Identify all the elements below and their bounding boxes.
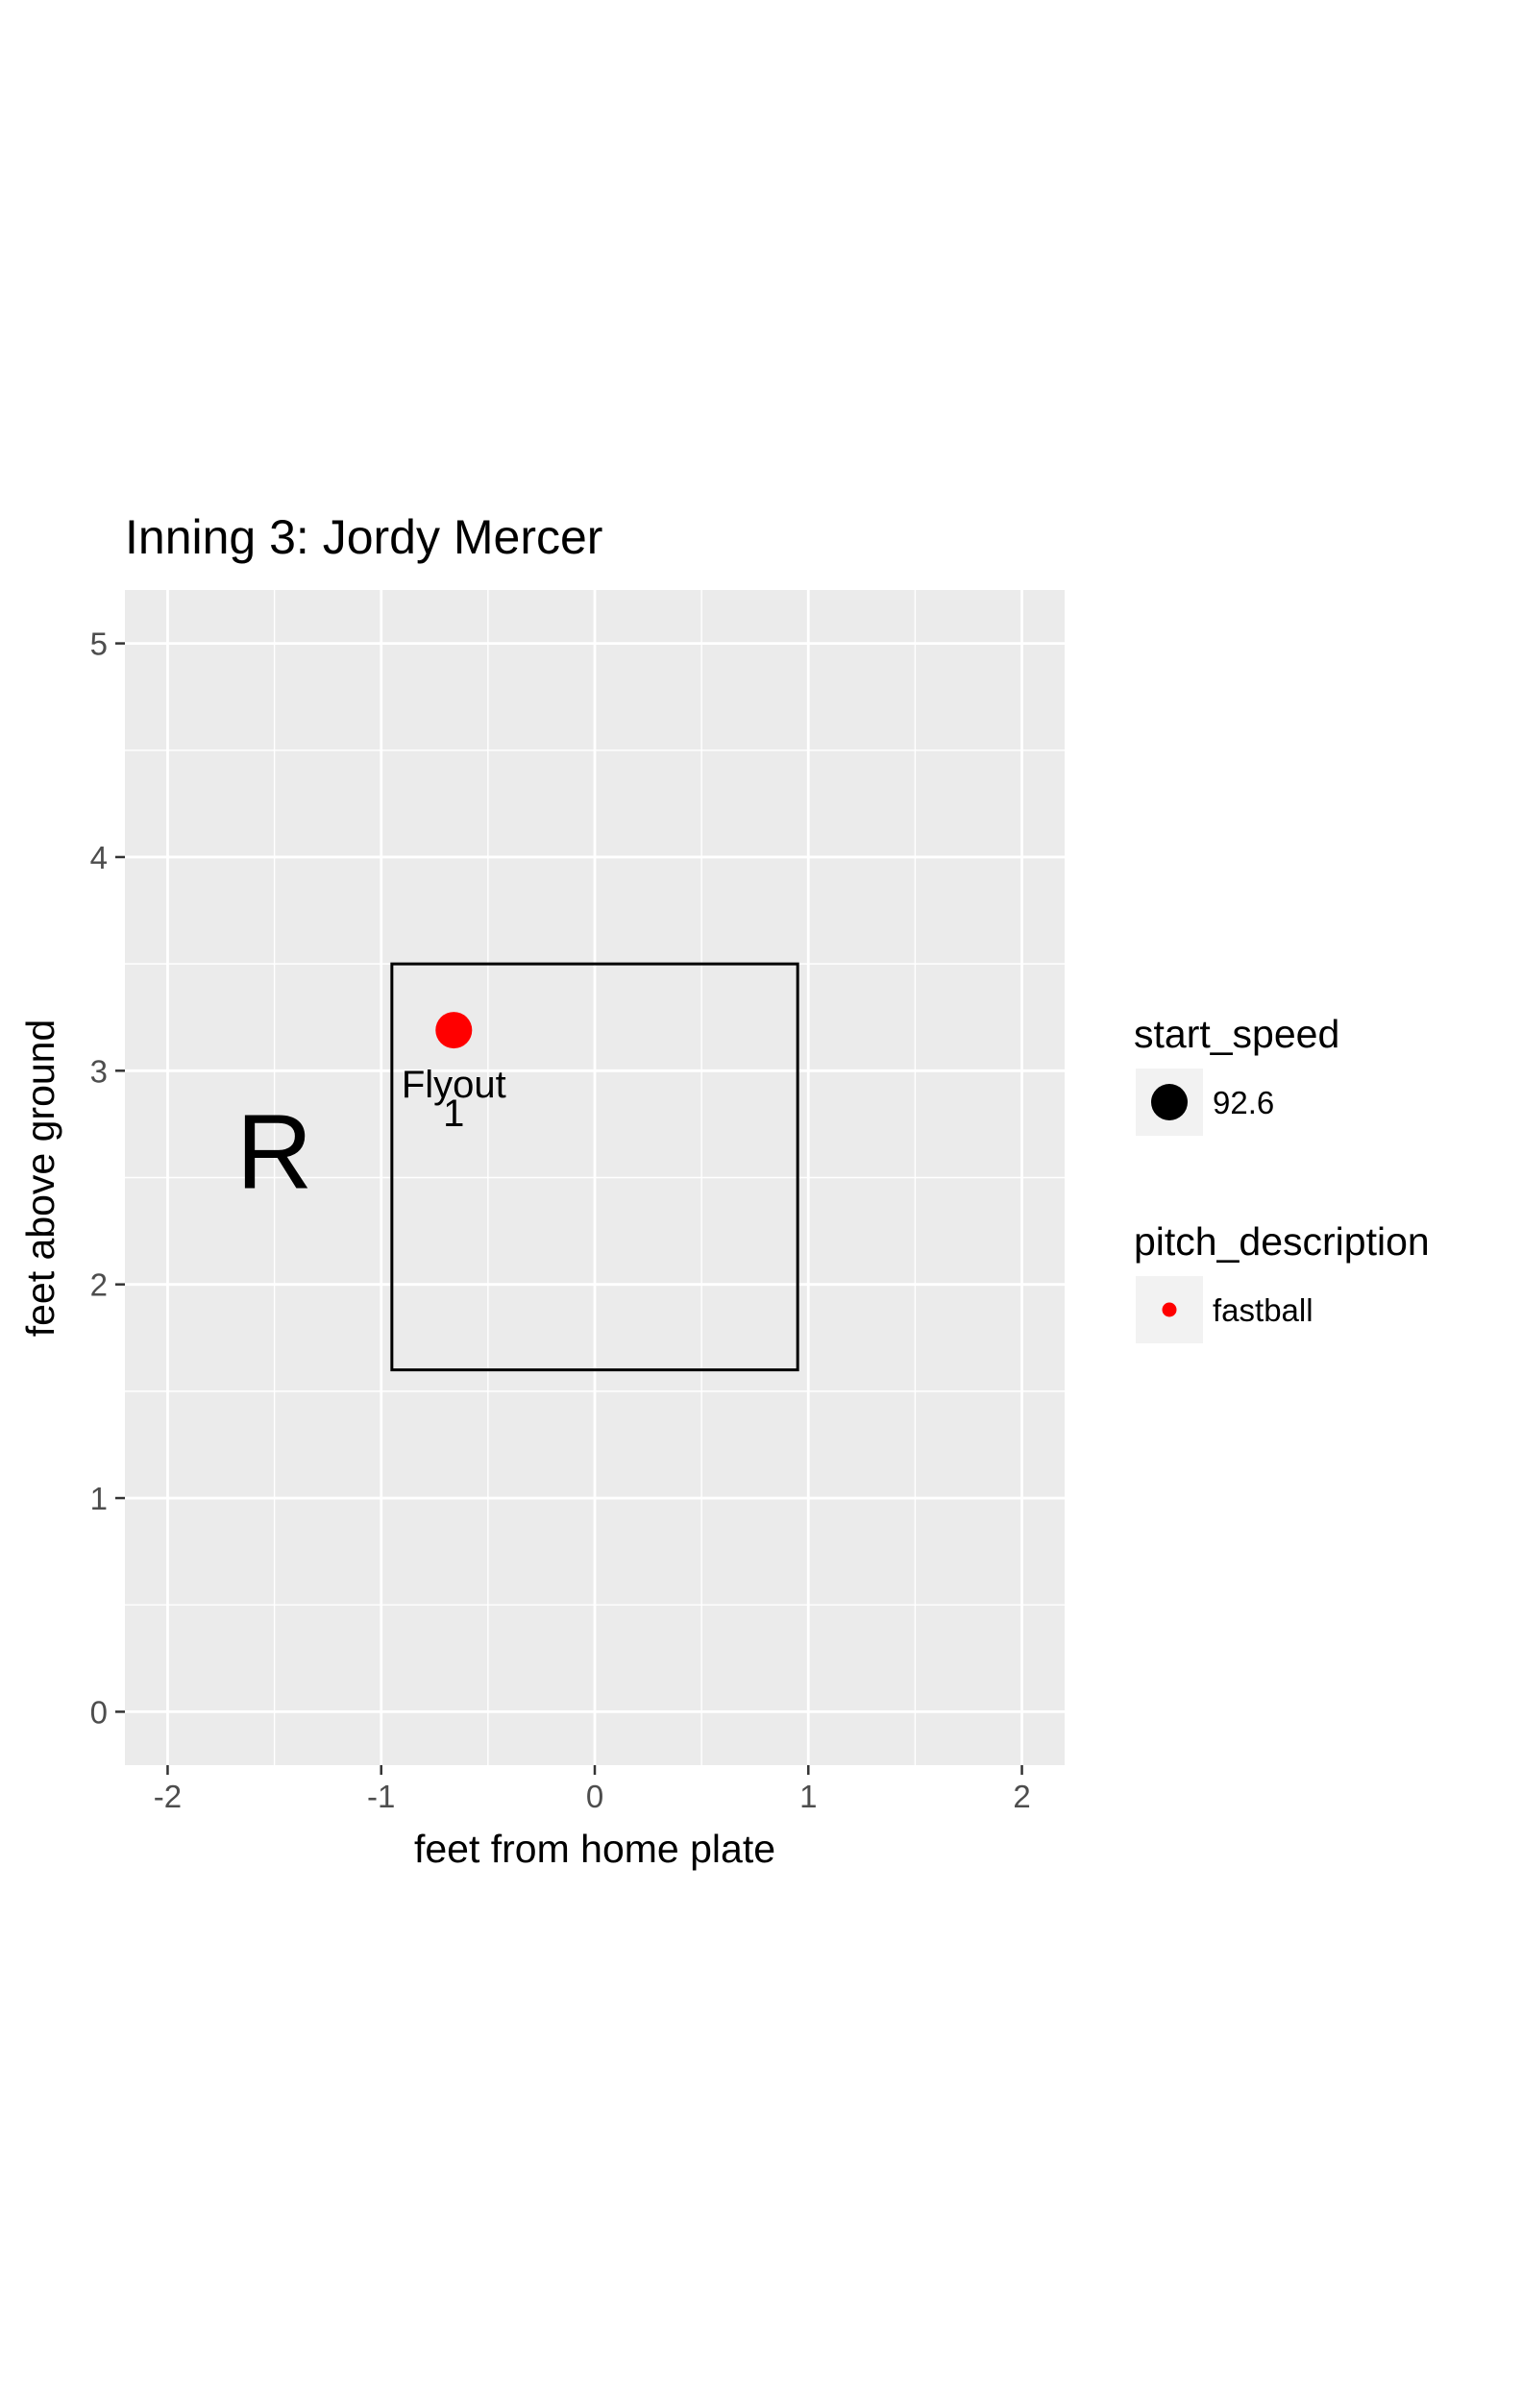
y-axis-title: feet above ground bbox=[18, 1020, 62, 1338]
y-tick-label: 3 bbox=[90, 1053, 108, 1089]
x-axis: -2 -1 0 1 2 bbox=[154, 1765, 1031, 1814]
chart-title: Inning 3: Jordy Mercer bbox=[125, 510, 602, 564]
y-tick-label: 4 bbox=[90, 840, 108, 875]
y-tick-label: 2 bbox=[90, 1267, 108, 1303]
x-axis-title: feet from home plate bbox=[414, 1827, 775, 1871]
legend-title: start_speed bbox=[1134, 1012, 1339, 1056]
y-tick-label: 1 bbox=[90, 1481, 108, 1516]
legend-key-marker bbox=[1162, 1302, 1177, 1317]
legend-item-label: 92.6 bbox=[1213, 1085, 1274, 1120]
pitch-count-label: 1 bbox=[443, 1093, 464, 1135]
x-tick-label: 2 bbox=[1013, 1779, 1030, 1814]
y-tick-label: 0 bbox=[90, 1694, 108, 1730]
legend-title: pitch_description bbox=[1134, 1219, 1430, 1264]
y-axis: 0 1 2 3 4 5 bbox=[90, 627, 125, 1730]
batter-side-label: R bbox=[236, 1093, 312, 1212]
strike-zone bbox=[390, 962, 799, 1372]
grid-major-lines bbox=[125, 590, 1065, 1765]
legend-key-marker bbox=[1151, 1084, 1188, 1120]
x-tick-label: 1 bbox=[799, 1779, 817, 1814]
y-tick-label: 5 bbox=[90, 627, 108, 662]
pitch-point bbox=[435, 1012, 473, 1049]
pitch-event-label: Flyout bbox=[402, 1064, 506, 1106]
x-tick-label: -2 bbox=[154, 1779, 182, 1814]
legend-item-label: fastball bbox=[1213, 1292, 1313, 1328]
legend-area: start_speed 92.6 pitch_description fastball bbox=[1134, 1012, 1430, 1343]
x-tick-label: -1 bbox=[367, 1779, 395, 1814]
x-tick-label: 0 bbox=[586, 1779, 603, 1814]
